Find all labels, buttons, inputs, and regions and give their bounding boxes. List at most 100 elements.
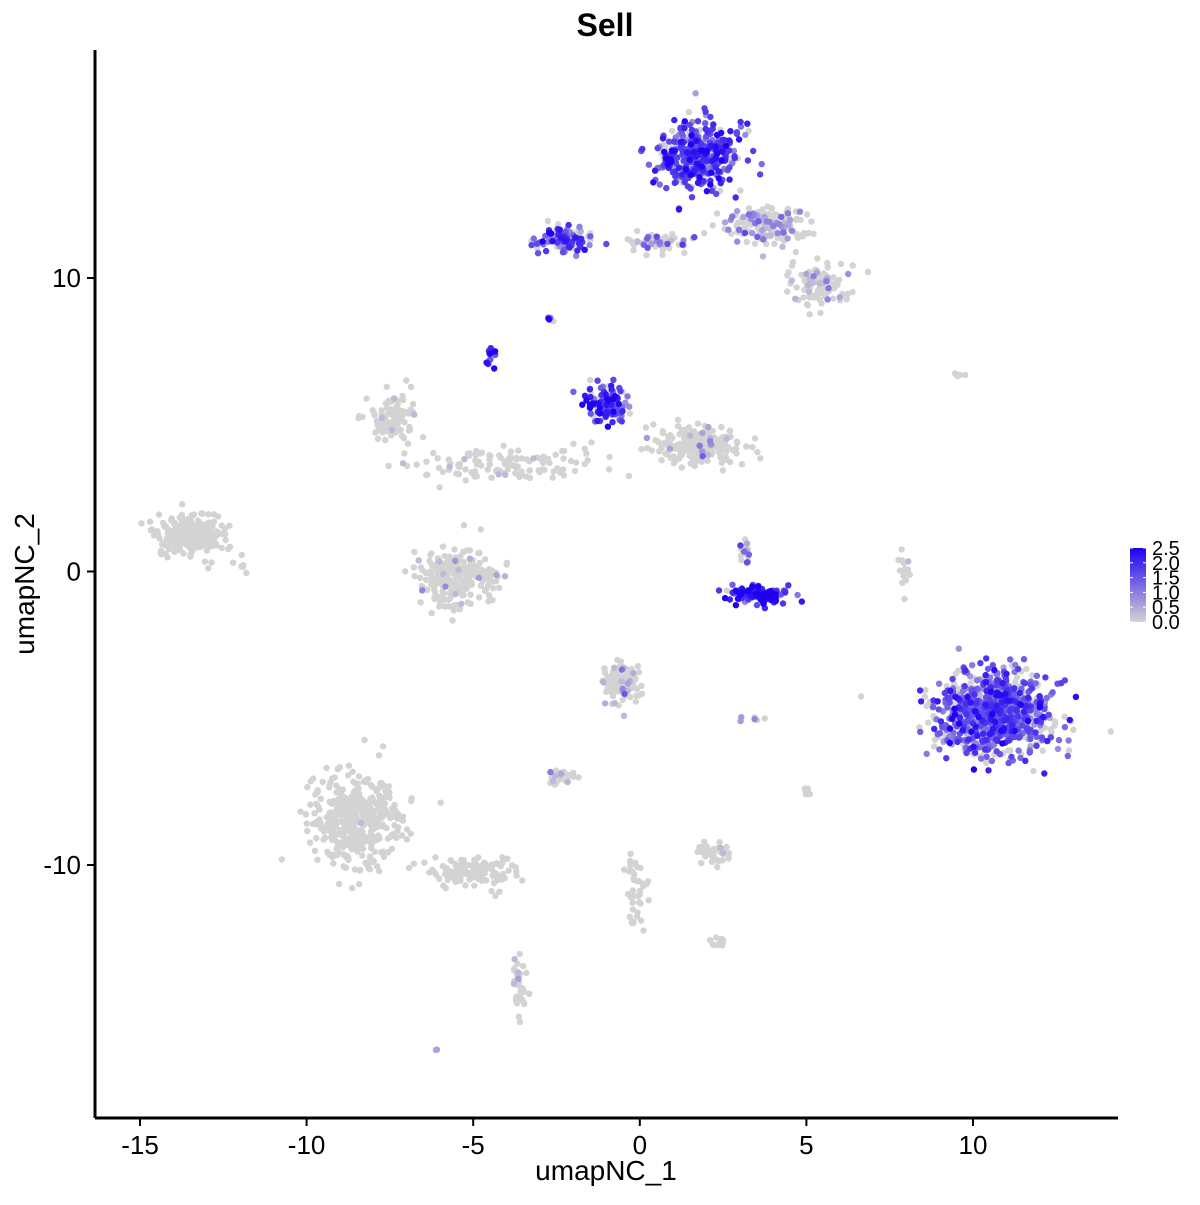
data-point xyxy=(677,440,684,448)
data-point xyxy=(583,397,590,404)
data-point xyxy=(303,820,310,827)
data-point xyxy=(687,141,695,148)
data-point xyxy=(336,880,343,888)
data-point xyxy=(754,590,762,598)
data-point xyxy=(586,404,594,411)
data-point xyxy=(205,565,212,572)
data-point xyxy=(803,211,811,218)
data-point xyxy=(492,870,500,877)
data-point xyxy=(461,584,469,592)
data-point xyxy=(744,157,752,164)
data-point xyxy=(169,532,177,539)
data-point xyxy=(391,418,398,425)
data-point xyxy=(987,701,995,708)
data-point xyxy=(1012,679,1019,686)
legend-colorbar xyxy=(1130,548,1146,622)
data-point xyxy=(342,864,350,871)
data-point xyxy=(686,448,693,455)
data-point xyxy=(698,163,705,170)
data-point xyxy=(345,772,352,779)
data-point xyxy=(970,743,977,750)
y-tick-label: 0 xyxy=(67,557,81,587)
legend-tick-label: 2.5 xyxy=(1152,538,1180,560)
data-point xyxy=(138,520,145,527)
data-point xyxy=(665,436,672,443)
data-point xyxy=(754,448,761,456)
data-point xyxy=(632,698,639,705)
legend-tick-label: 1.5 xyxy=(1152,568,1180,590)
data-point xyxy=(621,690,628,698)
data-point xyxy=(993,702,1000,710)
scatter-points xyxy=(138,90,1115,1054)
data-point xyxy=(771,240,778,248)
data-point xyxy=(714,150,721,157)
data-point xyxy=(650,421,657,428)
data-point xyxy=(405,864,413,872)
data-point xyxy=(516,1018,524,1026)
data-point xyxy=(1023,665,1030,673)
data-point xyxy=(629,887,636,894)
data-point xyxy=(406,423,413,431)
data-point xyxy=(1048,729,1055,736)
data-point xyxy=(611,664,618,671)
data-point xyxy=(278,856,285,863)
data-point xyxy=(679,426,686,434)
data-point xyxy=(184,537,191,544)
data-point xyxy=(369,833,376,840)
data-point xyxy=(485,592,493,599)
data-point xyxy=(1006,707,1013,715)
data-point xyxy=(415,557,422,564)
data-point xyxy=(619,685,626,693)
data-point xyxy=(399,392,406,400)
data-point xyxy=(975,713,982,721)
data-point xyxy=(382,436,389,444)
data-point xyxy=(560,455,567,462)
data-point xyxy=(749,229,756,237)
data-point xyxy=(770,222,777,230)
data-point xyxy=(806,311,813,318)
data-point xyxy=(817,309,824,317)
data-point xyxy=(468,568,475,575)
data-point xyxy=(784,288,791,295)
data-point xyxy=(617,658,625,665)
data-point xyxy=(316,805,323,813)
data-point xyxy=(768,205,776,212)
data-point xyxy=(359,852,366,859)
data-point xyxy=(461,456,468,463)
data-point xyxy=(407,406,414,413)
data-point xyxy=(631,871,638,878)
data-point xyxy=(610,376,617,383)
data-point xyxy=(349,884,356,892)
data-point xyxy=(723,843,730,851)
data-point xyxy=(1041,770,1048,777)
data-point xyxy=(988,729,995,736)
data-point xyxy=(898,546,905,553)
data-point xyxy=(606,453,613,461)
data-point xyxy=(1070,726,1077,733)
data-point xyxy=(652,437,659,444)
data-point xyxy=(516,950,523,958)
data-point xyxy=(1054,745,1062,753)
data-point xyxy=(706,437,714,445)
data-point xyxy=(576,223,583,230)
data-point xyxy=(1005,697,1013,704)
data-point xyxy=(705,423,712,431)
data-point xyxy=(754,233,761,241)
data-point xyxy=(475,549,482,557)
data-point xyxy=(715,587,723,594)
data-point xyxy=(492,892,499,899)
data-point xyxy=(681,125,688,132)
data-point xyxy=(495,584,503,592)
data-point xyxy=(627,894,635,901)
data-point xyxy=(1026,749,1033,756)
data-point xyxy=(557,770,565,777)
data-point xyxy=(630,669,637,677)
data-point xyxy=(564,778,571,786)
data-point xyxy=(745,211,752,218)
data-point xyxy=(947,687,954,695)
data-point xyxy=(636,891,643,898)
data-point xyxy=(952,670,960,677)
data-point xyxy=(375,752,383,759)
data-point xyxy=(803,301,811,308)
data-point xyxy=(515,1013,523,1020)
